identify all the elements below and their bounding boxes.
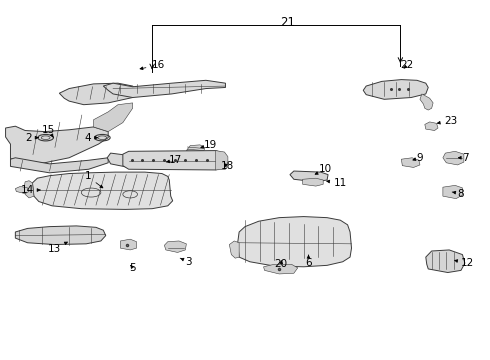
Text: 19: 19 [201, 140, 218, 150]
Polygon shape [32, 172, 172, 210]
Text: 17: 17 [166, 155, 182, 165]
Polygon shape [229, 241, 239, 258]
Text: 21: 21 [280, 16, 295, 29]
Polygon shape [59, 83, 138, 105]
Text: 6: 6 [305, 255, 312, 268]
Text: 1: 1 [84, 171, 103, 188]
Text: 18: 18 [221, 161, 234, 171]
Text: 2: 2 [25, 133, 38, 143]
Polygon shape [443, 151, 464, 165]
Polygon shape [94, 103, 133, 132]
Text: 16: 16 [140, 60, 165, 70]
Polygon shape [15, 186, 29, 194]
Polygon shape [186, 145, 205, 153]
Polygon shape [443, 185, 463, 199]
Text: 12: 12 [455, 258, 474, 268]
Polygon shape [15, 226, 106, 244]
Polygon shape [24, 181, 34, 198]
Text: 14: 14 [21, 185, 40, 195]
Polygon shape [107, 153, 135, 167]
Polygon shape [425, 122, 438, 131]
Polygon shape [238, 217, 351, 267]
Text: 8: 8 [452, 189, 465, 199]
Polygon shape [5, 126, 108, 163]
Text: 3: 3 [180, 257, 192, 267]
Polygon shape [290, 171, 328, 182]
Polygon shape [216, 150, 228, 170]
Polygon shape [420, 94, 433, 110]
Polygon shape [426, 250, 465, 273]
Text: 10: 10 [315, 164, 332, 174]
Polygon shape [123, 150, 223, 170]
Polygon shape [121, 239, 137, 250]
Text: 23: 23 [438, 116, 458, 126]
Text: 20: 20 [274, 259, 288, 269]
Text: 22: 22 [401, 60, 414, 70]
Text: 13: 13 [48, 242, 67, 254]
Text: 9: 9 [413, 153, 423, 163]
Polygon shape [401, 158, 420, 167]
Text: 4: 4 [84, 133, 98, 143]
Polygon shape [303, 178, 323, 186]
Text: 15: 15 [42, 125, 55, 138]
Polygon shape [10, 158, 108, 173]
Polygon shape [264, 264, 298, 274]
Text: 7: 7 [459, 153, 469, 163]
Polygon shape [363, 80, 428, 99]
Text: 11: 11 [327, 178, 347, 188]
Text: 5: 5 [129, 263, 136, 273]
Polygon shape [164, 241, 186, 252]
Polygon shape [103, 80, 225, 98]
